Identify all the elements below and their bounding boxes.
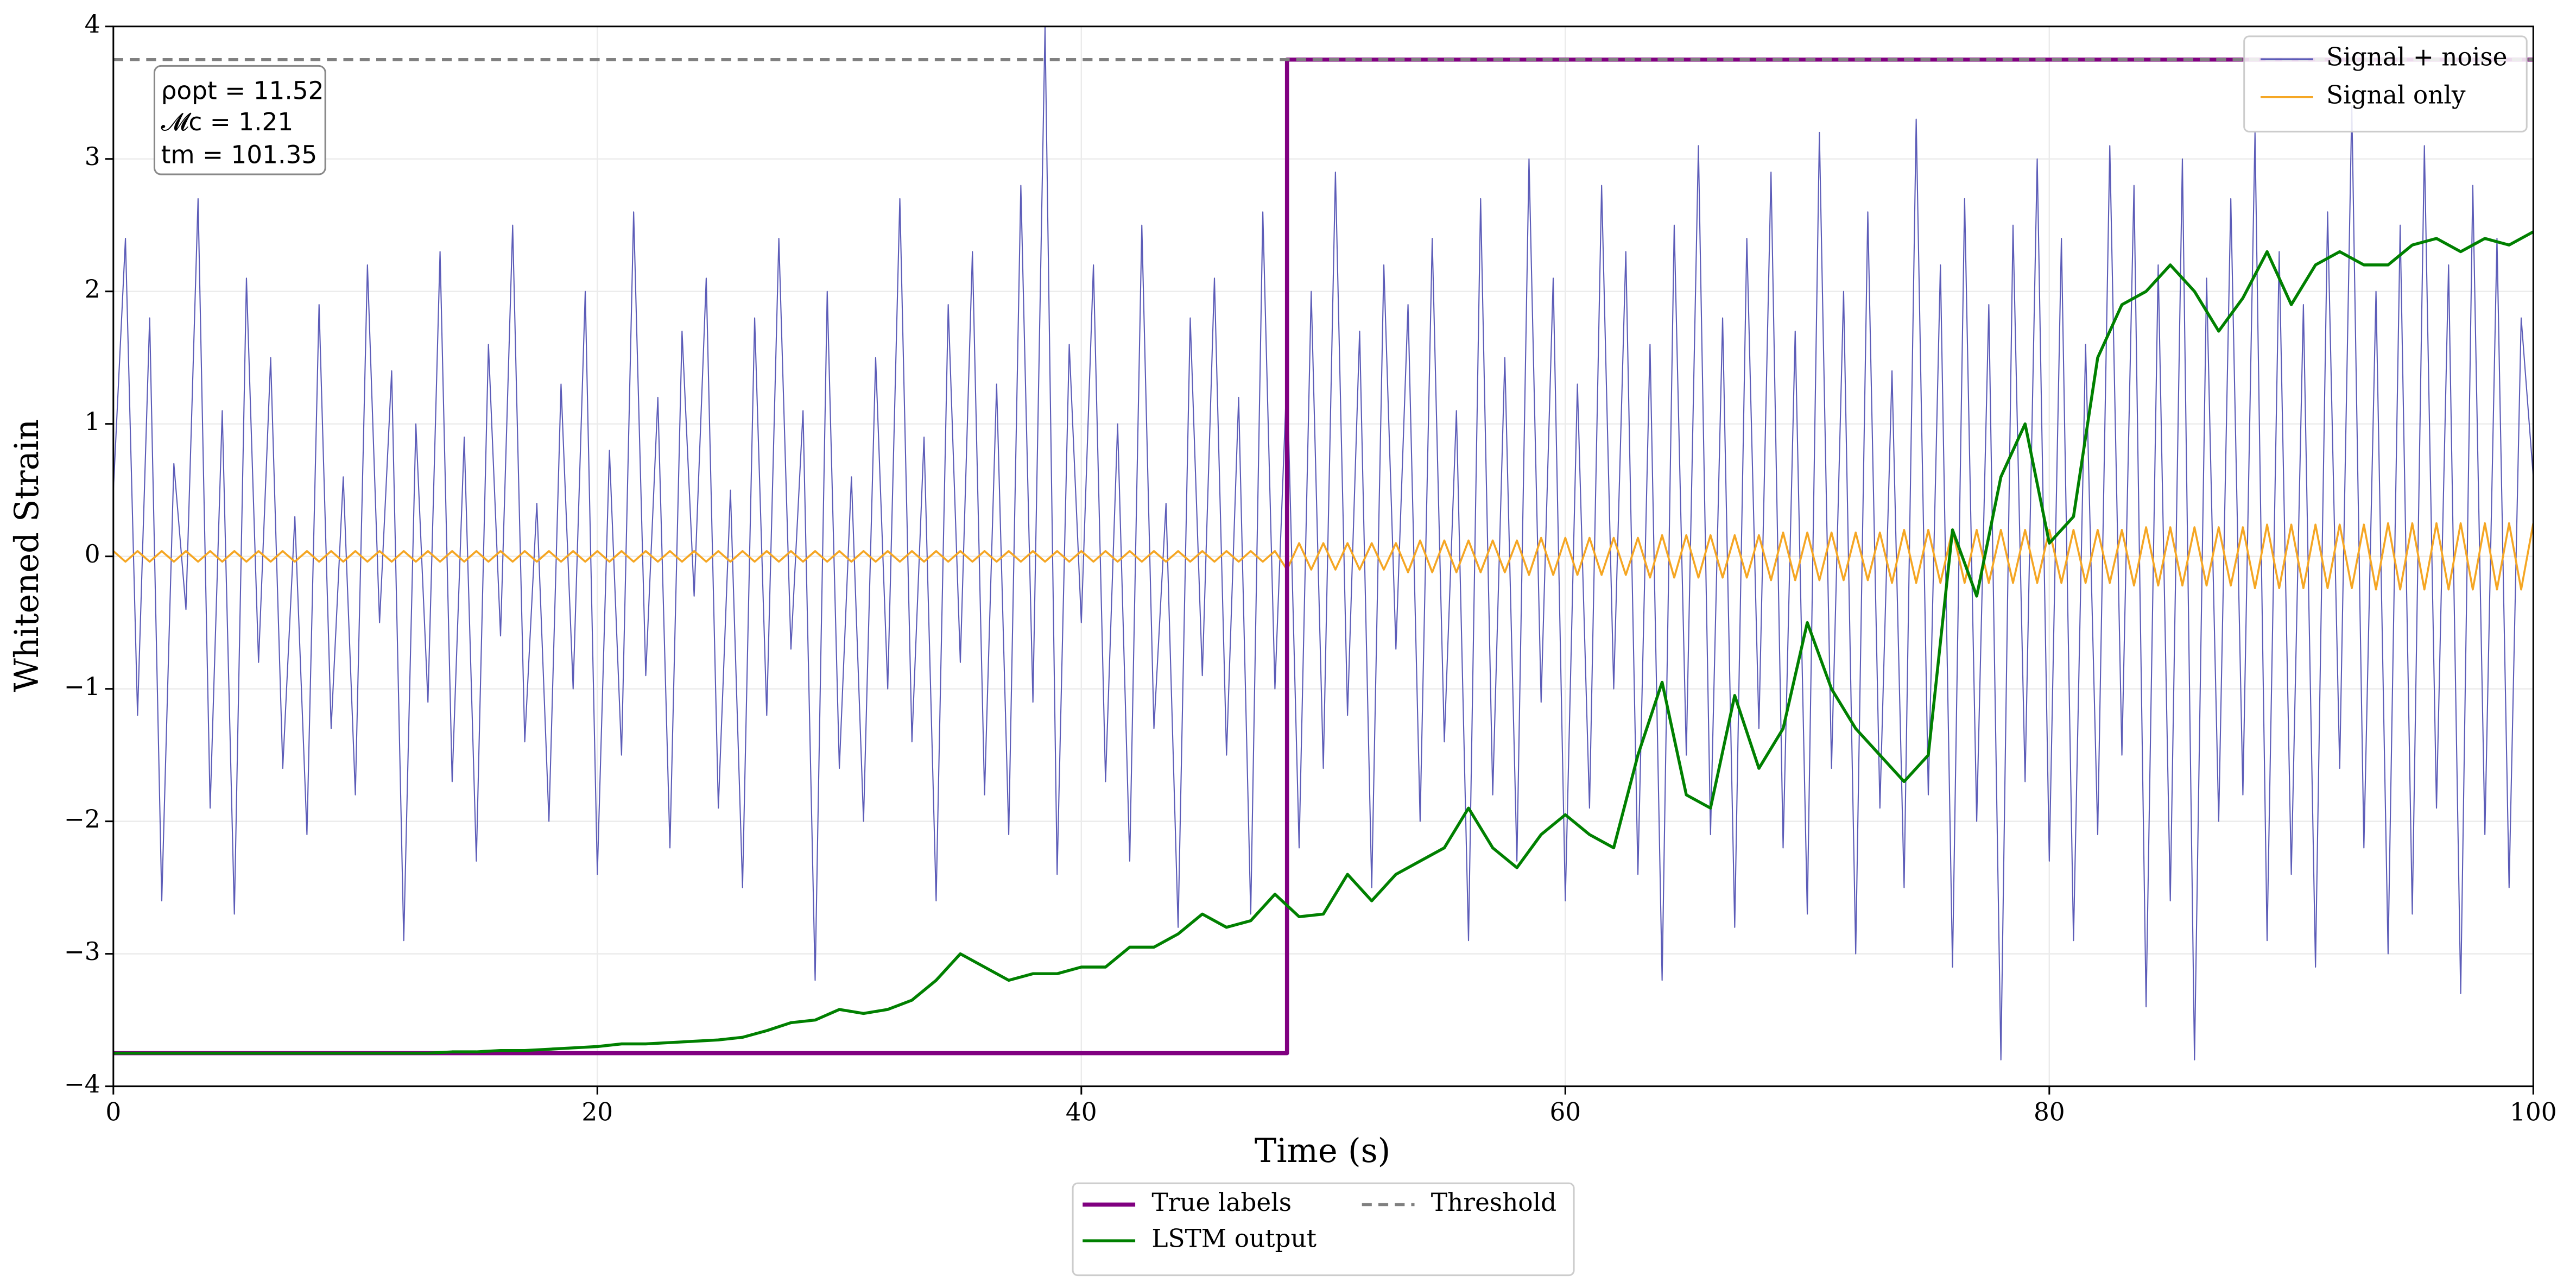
series-line (113, 522, 2534, 591)
legend: True labels LSTM output Threshold (1072, 1182, 1575, 1277)
annotation-line: tm = 101.35 (161, 140, 318, 169)
annotation-line: 𝓜c = 1.21 (161, 108, 294, 136)
y-tick-label: 1 (85, 407, 100, 436)
legend-label: Signal + noise (2326, 43, 2508, 72)
legend: Signal + noise Signal only (2243, 35, 2528, 132)
x-tick-label: 100 (2510, 1098, 2557, 1127)
plot-area (113, 26, 2534, 1060)
x-tick-label: 80 (2034, 1098, 2065, 1127)
y-tick-label: −2 (64, 805, 100, 833)
legend-label: LSTM output (1151, 1224, 1317, 1253)
x-tick-label: 0 (105, 1098, 121, 1127)
y-tick-label: −1 (64, 672, 100, 701)
y-tick-label: 3 (85, 142, 100, 171)
legend-label: Threshold (1431, 1188, 1556, 1217)
series-line (113, 230, 2534, 1055)
legend-box (2243, 35, 2528, 132)
series-line (113, 26, 2534, 1060)
x-tick-label: 20 (581, 1098, 613, 1127)
annotation-box (153, 65, 326, 175)
annotation-line: ρopt = 11.52 (161, 76, 324, 105)
legend-box (1072, 1182, 1575, 1277)
legend-label: True labels (1151, 1188, 1292, 1217)
y-tick-label: 0 (85, 540, 100, 569)
y-tick-label: 4 (85, 10, 100, 39)
legends: Signal + noise Signal only True labels LSTM… (1072, 35, 2528, 1277)
x-axis-label: Time (s) (1255, 1132, 1390, 1170)
y-axis-label: Whitened Strain (8, 419, 46, 692)
x-tick-label: 40 (1066, 1098, 1097, 1127)
y-tick-label: 2 (85, 275, 100, 304)
ticks: 0 20 40 60 80 100 −4 −3 −2 −1 0 1 2 3 4 (64, 10, 2557, 1126)
legend-label: Signal only (2326, 80, 2466, 109)
y-tick-label: −3 (64, 937, 100, 966)
y-tick-label: −4 (64, 1070, 100, 1098)
x-tick-label: 60 (1549, 1098, 1581, 1127)
